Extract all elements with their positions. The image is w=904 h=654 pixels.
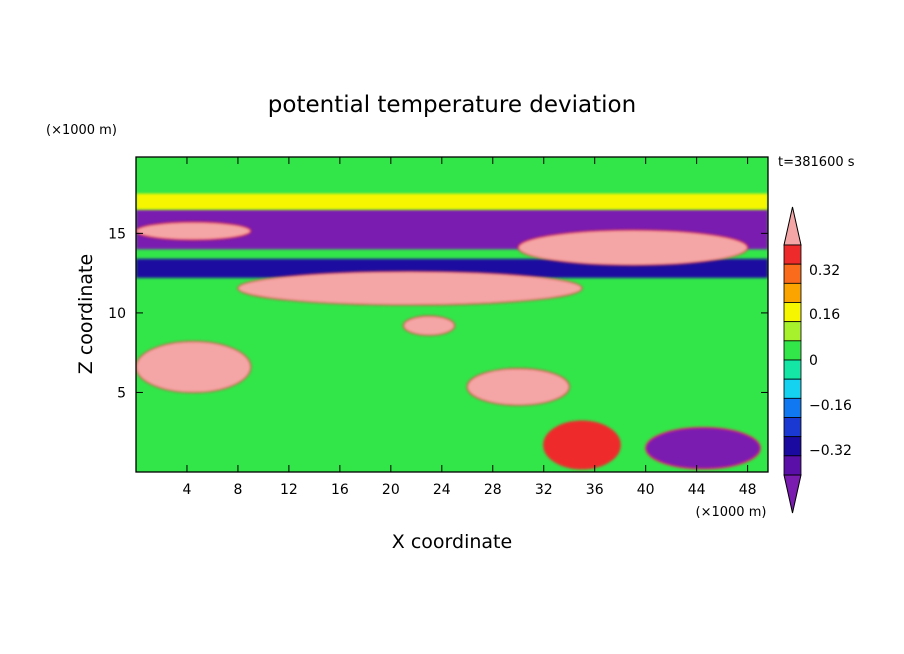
colorbar-swatch: [783, 263, 802, 284]
contour-blob-5: [136, 340, 252, 394]
colorbar-swatch: [783, 359, 802, 380]
colorbar-swatch: [783, 321, 802, 342]
colorbar-label: −0.16: [809, 398, 852, 414]
time-label: t=381600 s: [778, 155, 855, 170]
x-tick-label: 44: [688, 482, 706, 498]
colorbar-swatch: [783, 436, 802, 457]
colorbar-label: 0.16: [809, 307, 840, 323]
x-tick-label: 28: [484, 482, 502, 498]
colorbar-top-triangle: [783, 206, 802, 246]
x-tick-label: 36: [586, 482, 604, 498]
x-tick-label: 24: [433, 482, 451, 498]
colorbar: 0.32 0.16 0 −0.16 −0.32: [783, 206, 852, 514]
contour-blob-9: [645, 426, 761, 470]
colorbar-label: 0.32: [809, 263, 840, 279]
x-axis-ticks: 4 8 12 16 20 24 28 32 36 40 44 48: [183, 157, 757, 498]
colorbar-swatch: [783, 282, 802, 303]
x-tick-label: 12: [280, 482, 298, 498]
colorbar-swatch: [783, 455, 802, 476]
y-axis-ticks: 5 10 15: [108, 226, 768, 401]
contour-blob-2: [136, 221, 252, 241]
y-tick-label: 10: [108, 306, 126, 322]
x-tick-label: 40: [637, 482, 655, 498]
chart-title: potential temperature deviation: [268, 92, 636, 118]
plot-frame: [135, 156, 769, 473]
colorbar-swatch: [783, 397, 802, 418]
x-tick-label: 8: [233, 482, 242, 498]
heatmap-plot-area: [135, 156, 769, 473]
x-tick-label: 32: [535, 482, 553, 498]
contour-blob-7: [402, 315, 456, 336]
x-axis-unit: (×1000 m): [696, 505, 767, 520]
colorbar-swatch: [783, 244, 802, 265]
x-tick-label: 20: [382, 482, 400, 498]
colorbar-label: 0: [809, 353, 818, 369]
contour-blob-4: [517, 229, 749, 266]
contour-features: [136, 157, 768, 470]
x-tick-label: 16: [331, 482, 349, 498]
x-tick-label: 48: [739, 482, 757, 498]
x-tick-label: 4: [183, 482, 192, 498]
colorbar-swatch: [783, 302, 802, 323]
contour-band-11: [136, 193, 768, 210]
contour-blob-8: [543, 420, 621, 470]
colorbar-bottom-triangle: [783, 474, 802, 514]
y-axis-unit: (×1000 m): [46, 123, 117, 138]
x-axis-label: X coordinate: [392, 531, 512, 553]
contour-blob-6: [466, 367, 570, 406]
contour-blob-3: [237, 270, 583, 306]
colorbar-swatch: [783, 417, 802, 438]
y-axis-label: Z coordinate: [75, 254, 97, 374]
contour-band-10: [136, 157, 768, 194]
colorbar-swatch: [783, 340, 802, 361]
colorbar-swatch: [783, 378, 802, 399]
colorbar-label: −0.32: [809, 443, 852, 459]
y-tick-label: 5: [117, 385, 126, 401]
y-tick-label: 15: [108, 226, 126, 242]
